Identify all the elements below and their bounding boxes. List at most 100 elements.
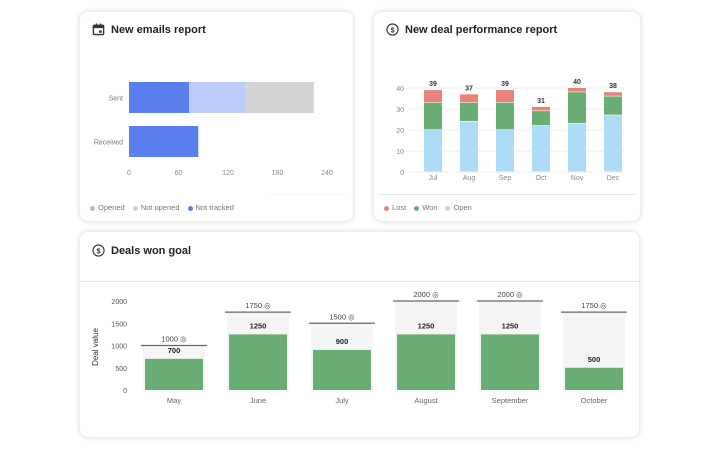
x-tick-label: Nov	[571, 175, 584, 182]
category-label: Sent	[109, 96, 123, 103]
divider	[80, 281, 639, 282]
legend-item[interactable]: Not opened	[132, 203, 180, 212]
goal-label: 1000 ◎	[161, 335, 187, 344]
legend-item[interactable]: Won	[414, 203, 437, 212]
legend-item[interactable]: Opened	[90, 203, 125, 212]
value-bar	[565, 367, 623, 390]
bar-segment-won	[568, 92, 586, 124]
y-tick-label: 0	[400, 170, 404, 177]
legend-dot	[414, 205, 420, 211]
bar-segment-won	[424, 102, 442, 130]
bar-segment-opened	[245, 82, 314, 113]
emails-legend: Opened Not opened Not tracked	[90, 203, 234, 212]
goal-label: 2000 ◎	[497, 290, 523, 299]
total-label: 39	[501, 81, 509, 88]
svg-text:$: $	[390, 25, 395, 34]
bar-segment-not-tracked	[129, 82, 190, 113]
bar-segment-lost	[496, 90, 514, 103]
divider	[378, 194, 636, 195]
value-label: 1250	[250, 321, 267, 330]
legend-label: Open	[453, 203, 472, 212]
deals-chart: 0 10 20 30 40 39 Jul 37 Aug 39 Sep 31 Oct 40 Nov 38 Dec	[396, 79, 624, 182]
y-tick-label: 40	[396, 86, 404, 93]
bar-segment-open	[568, 123, 586, 172]
goal-title: $ Deals won goal	[92, 244, 191, 257]
bar-segment-won	[460, 102, 478, 121]
dollar-circle-icon: $	[386, 23, 399, 36]
deals-card: $ New deal performance report 0 10 20 30 40 3…	[374, 12, 640, 221]
x-tick-label: Jul	[429, 175, 438, 182]
bar-segment-won	[496, 102, 514, 130]
value-bar	[145, 358, 203, 390]
x-tick-label: 240	[321, 170, 333, 177]
value-bar	[397, 334, 455, 390]
bar-segment-lost	[604, 92, 622, 96]
value-bar	[481, 334, 539, 390]
emails-title-text: New emails report	[111, 23, 206, 36]
legend-dot	[187, 205, 193, 211]
legend-label: Won	[422, 203, 438, 212]
legend-dot	[384, 205, 389, 211]
x-tick-label: 0	[127, 170, 131, 177]
bar-segment-not-tracked	[129, 126, 199, 157]
total-label: 31	[537, 98, 545, 105]
deals-title: $ New deal performance report	[386, 23, 557, 36]
x-tick-label: July	[335, 396, 349, 405]
legend-item[interactable]: Open	[445, 203, 472, 212]
value-label: 900	[336, 337, 349, 346]
legend-label: Lost	[392, 203, 407, 212]
y-tick-label: 2000	[111, 299, 127, 306]
total-label: 39	[429, 81, 437, 88]
total-label: 38	[609, 83, 617, 90]
bar-segment-lost	[424, 90, 442, 103]
legend-item[interactable]: Lost	[384, 203, 406, 212]
x-tick-label: August	[414, 396, 438, 405]
svg-text:$: $	[96, 246, 101, 255]
legend-dot	[90, 205, 95, 211]
bar-segment-not-opened	[189, 82, 246, 113]
x-tick-label: September	[492, 396, 529, 405]
deals-legend: Lost Won Open	[384, 203, 472, 212]
legend-dot	[445, 205, 451, 211]
bar-segment-won	[532, 111, 550, 126]
x-tick-label: June	[250, 396, 266, 405]
goal-label: 1750 ◎	[581, 301, 607, 310]
emails-card: New emails report Sent Received 0 60 120 180 2…	[80, 12, 353, 221]
deals-title-text: New deal performance report	[405, 23, 558, 36]
legend-dot	[132, 205, 138, 211]
value-label: 500	[588, 355, 601, 364]
y-tick-label: 500	[115, 366, 127, 373]
legend-label: Opened	[98, 203, 125, 212]
emails-chart: Sent Received 0 60 120 180 240	[94, 82, 333, 177]
x-tick-label: Dec	[607, 175, 620, 182]
bar-segment-open	[532, 125, 550, 172]
goal-card: $ Deals won goal Deal value 0 500 1000 1500 2…	[80, 232, 639, 437]
x-tick-label: Aug	[463, 175, 476, 182]
bar-segment-won	[604, 96, 622, 115]
bar-segment-lost	[568, 88, 586, 92]
legend-item[interactable]: Not tracked	[187, 203, 234, 212]
value-label: 1250	[502, 321, 519, 330]
y-tick-label: 30	[396, 107, 404, 114]
legend-label: Not tracked	[195, 203, 234, 212]
bar-segment-open	[460, 121, 478, 172]
value-label: 700	[168, 346, 181, 355]
y-axis-label: Deal value	[91, 328, 100, 366]
y-tick-label: 10	[396, 149, 404, 156]
x-tick-label: Sep	[499, 175, 512, 182]
x-tick-label: 120	[222, 170, 234, 177]
goal-chart: Deal value 0 500 1000 1500 2000 1000 ◎ 700 May 17…	[91, 290, 627, 405]
value-bar	[313, 349, 371, 390]
x-tick-label: 180	[272, 170, 284, 177]
goal-label: 1750 ◎	[245, 301, 271, 310]
goal-label: 1500 ◎	[329, 312, 355, 321]
y-tick-label: 0	[123, 388, 127, 395]
y-tick-label: 1000	[111, 344, 127, 351]
y-tick-label: 20	[396, 128, 404, 135]
x-tick-label: 60	[175, 170, 183, 177]
bar-segment-open	[496, 130, 514, 172]
bar-segment-open	[604, 115, 622, 172]
x-tick-label: May	[167, 396, 181, 405]
total-label: 40	[573, 79, 581, 86]
bar-segment-lost	[532, 106, 550, 111]
